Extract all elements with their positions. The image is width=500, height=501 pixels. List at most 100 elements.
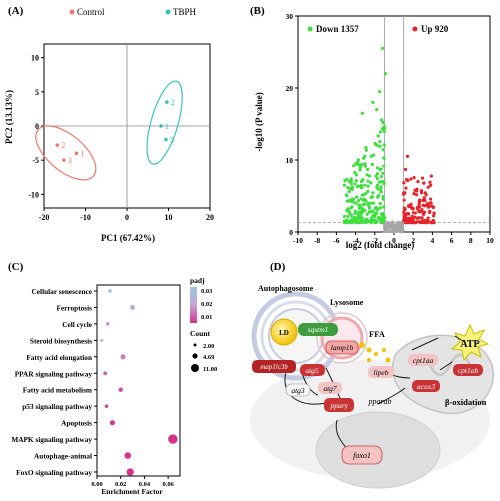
pca-xtick-label: 20 — [206, 213, 214, 222]
kegg-xtick-label: 0.06 — [162, 481, 174, 488]
down-point — [354, 162, 358, 166]
control-point — [74, 151, 79, 156]
control-point — [62, 158, 66, 162]
count-value-mid: 4.69 — [203, 354, 215, 361]
padj-tick-1: 0.03 — [201, 288, 213, 295]
down-point — [345, 193, 349, 198]
down-point — [379, 180, 383, 184]
legend-tbph-marker — [165, 9, 171, 15]
up-point — [405, 221, 409, 225]
down-point — [349, 213, 354, 218]
down-point — [367, 174, 372, 178]
down-point — [350, 185, 355, 189]
ns-point — [395, 229, 399, 233]
count-value-large: 11.00 — [203, 366, 217, 373]
gene-acox3: acox3 — [417, 382, 435, 391]
down-point — [363, 154, 367, 159]
down-point — [382, 129, 386, 133]
down-point — [347, 210, 351, 214]
mechanism-diagram: LD ATP Autophagosome Lysosome — [250, 284, 495, 489]
pca-legend: Control TBPH — [69, 7, 197, 17]
kegg-xtick-label: 0.04 — [139, 481, 151, 488]
lipid-droplet — [270, 318, 298, 346]
kegg-xtick-label: 0.02 — [115, 481, 126, 488]
down-point — [357, 184, 361, 188]
pca-xlabel: PC1 (67.42%) — [101, 233, 155, 243]
legend-down-label: Down 1357 — [316, 24, 359, 34]
down-point — [369, 154, 373, 158]
control-point-label: 1 — [80, 149, 84, 158]
down-point — [354, 178, 359, 183]
legend-tbph-label: TBPH — [173, 7, 197, 17]
ns-point — [396, 221, 400, 225]
tbph-point — [165, 100, 169, 104]
legend-up-label: Up 920 — [421, 24, 449, 34]
down-point — [350, 200, 354, 204]
down-point — [375, 183, 380, 187]
up-point — [419, 189, 424, 193]
count-marker-small — [193, 343, 197, 347]
gene-box-acox3 — [412, 380, 440, 392]
up-point — [420, 219, 424, 223]
up-point — [428, 180, 432, 184]
volcano-plot: -10 -8 -6 -4 -2 0 2 4 6 8 10 0 10 20 30 — [286, 12, 495, 245]
up-point — [416, 216, 420, 220]
down-point — [379, 185, 383, 189]
down-point — [350, 205, 354, 209]
volcano-ytick-label: 0 — [289, 228, 293, 237]
down-point — [379, 190, 383, 194]
down-point — [373, 141, 377, 146]
down-point — [373, 211, 378, 215]
gene-sqstm1: sqstm1 — [308, 325, 329, 334]
count-marker-mid — [192, 353, 198, 359]
down-point — [353, 182, 357, 186]
control-point — [55, 143, 60, 147]
down-point — [367, 206, 372, 210]
down-point — [353, 209, 357, 213]
down-point — [378, 144, 382, 148]
volcano-xtick-label: 4 — [431, 236, 435, 245]
up-point — [424, 193, 428, 197]
down-point — [342, 214, 347, 219]
up-point — [415, 193, 419, 197]
up-point — [423, 199, 427, 203]
down-point — [350, 187, 354, 191]
count-value-small: 2.00 — [203, 343, 214, 350]
gene-box-lamp1b — [325, 340, 359, 355]
down-point — [362, 208, 367, 213]
down-point — [375, 176, 379, 181]
padj-colorbar — [190, 287, 197, 323]
panel-label-d: (D) — [270, 261, 286, 273]
atp-label: ATP — [460, 339, 479, 350]
pca-ytick-label: 10 — [31, 54, 39, 63]
down-point — [377, 215, 381, 220]
down-point — [369, 201, 373, 205]
down-point — [366, 189, 370, 193]
gene-lipeb: lipeb — [374, 368, 389, 377]
tbph-point-label: 3 — [170, 136, 174, 145]
up-point — [409, 177, 413, 181]
down-point — [371, 214, 375, 218]
gene-atg5: atg5 — [305, 366, 319, 375]
down-point — [358, 219, 363, 224]
ffa-label: FFA — [369, 329, 386, 339]
count-marker-large — [191, 364, 199, 372]
down-point — [354, 221, 358, 225]
gene-box-cpt1aa — [408, 354, 438, 366]
gene-map1lc3b: map1lc3b — [260, 363, 288, 371]
ns-point — [395, 227, 399, 230]
ns-point — [397, 225, 401, 229]
down-point — [359, 184, 364, 188]
up-point — [426, 216, 430, 220]
down-point — [380, 126, 385, 131]
up-point — [432, 211, 436, 215]
up-point — [429, 183, 433, 187]
up-point — [412, 191, 416, 196]
legend-control-label: Control — [77, 7, 105, 17]
down-point — [359, 214, 363, 219]
down-point — [383, 72, 387, 76]
gene-box-foxo1 — [341, 445, 383, 465]
up-point — [413, 215, 417, 219]
down-point — [370, 162, 375, 166]
down-point — [369, 216, 373, 221]
